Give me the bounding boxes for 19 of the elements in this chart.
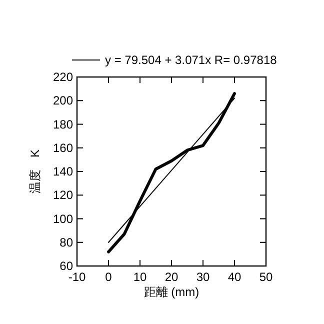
y-tick-label: 220 bbox=[52, 70, 74, 84]
y-tick-label: 100 bbox=[52, 212, 74, 226]
y-tick-label: 60 bbox=[60, 259, 74, 273]
x-tick-label: 10 bbox=[133, 270, 147, 284]
y-tick-label: 180 bbox=[52, 117, 74, 132]
x-tick-label: -10 bbox=[68, 270, 86, 284]
y-tick-label: 140 bbox=[52, 164, 74, 178]
x-tick-label: 0 bbox=[105, 270, 112, 284]
legend-label: y = 79.504 + 3.071x R= 0.97818 bbox=[105, 53, 278, 67]
x-tick-label: 40 bbox=[228, 270, 242, 284]
y-tick-label: 120 bbox=[52, 188, 74, 202]
x-tick-label: 30 bbox=[196, 270, 210, 284]
x-tick-label: 20 bbox=[164, 270, 178, 284]
y-tick-label: 160 bbox=[52, 140, 74, 155]
x-axis-title: 距離 (mm) bbox=[144, 285, 200, 299]
x-tick-label: 50 bbox=[259, 270, 273, 284]
y-tick-label: 80 bbox=[60, 235, 74, 250]
y-axis-title: 温度 K bbox=[28, 149, 42, 194]
y-tick-label: 200 bbox=[52, 94, 74, 108]
